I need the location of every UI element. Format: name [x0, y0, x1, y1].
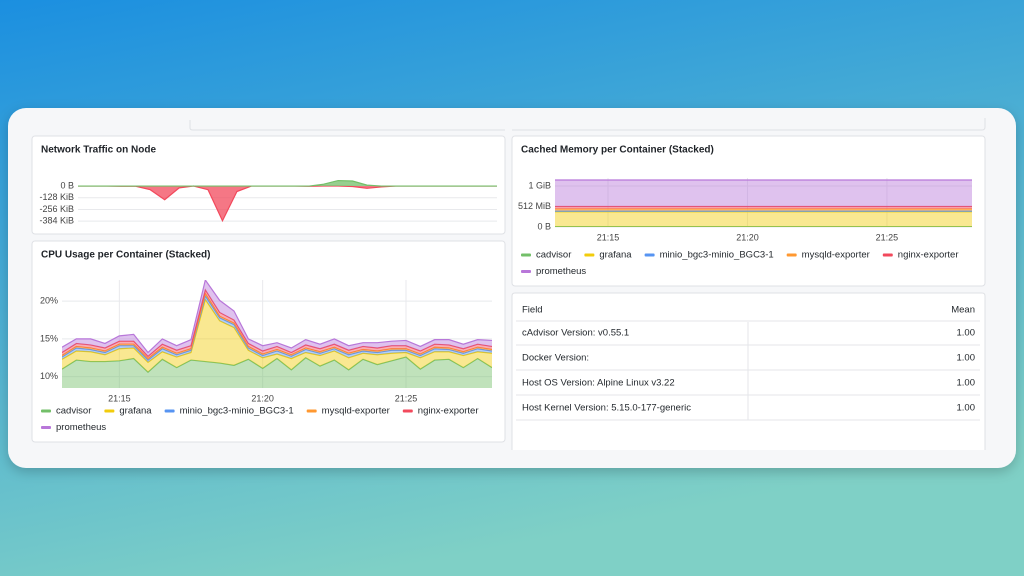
legend-swatch — [644, 253, 655, 257]
series-area — [62, 357, 492, 388]
legend-label: minio_bgc3-minio_BGC3-1 — [660, 250, 774, 261]
legend-swatch — [521, 270, 531, 273]
y-tick-label: 0 B — [537, 221, 551, 231]
x-tick-label: 21:20 — [251, 393, 274, 403]
y-tick-label: -384 KiB — [39, 216, 74, 226]
series-line — [62, 292, 492, 360]
x-tick-label: 21:25 — [876, 232, 899, 242]
table: Field Mean cAdvisor Version: v0.55.1 1.00 Do… — [516, 305, 980, 421]
y-tick-label: 20% — [40, 296, 58, 306]
series-line — [62, 356, 492, 373]
legend-swatch — [164, 409, 175, 413]
x-tick-label: 21:20 — [736, 232, 759, 242]
y-tick-label: 512 MiB — [518, 201, 551, 211]
legend-swatch — [584, 253, 595, 257]
x-tick-label: 21:15 — [597, 232, 620, 242]
series-area — [555, 206, 972, 209]
legend-label: minio_bgc3-minio_BGC3-1 — [180, 406, 294, 417]
x-tick-label: 21:15 — [108, 393, 131, 403]
cell: 1.00 — [957, 328, 976, 339]
panel-title: Network Traffic on Node — [41, 145, 156, 156]
legend-label: grafana — [119, 406, 152, 417]
y-tick-label: 15% — [40, 333, 58, 343]
cell: cAdvisor Version: v0.55.1 — [522, 328, 629, 339]
legend-label: grafana — [599, 250, 632, 261]
panel-title: CPU Usage per Container (Stacked) — [41, 250, 211, 261]
panel — [31, 240, 506, 443]
legend-swatch — [402, 409, 413, 413]
legend-label: prometheus — [536, 266, 586, 277]
column-header: Field — [522, 305, 543, 316]
series-line — [62, 294, 492, 361]
y-tick-label: 0 B — [60, 180, 74, 190]
legend-label: nginx-exporter — [418, 406, 479, 417]
y-tick-label: 10% — [40, 371, 58, 381]
legend-label: prometheus — [56, 422, 106, 433]
series-area — [555, 211, 972, 227]
y-tick-label: -256 KiB — [39, 204, 74, 214]
series-line — [62, 298, 492, 364]
legend-swatch — [306, 409, 317, 413]
series-area — [555, 180, 972, 207]
cell: 1.00 — [957, 403, 976, 414]
y-tick-label: -128 KiB — [39, 192, 74, 202]
legend-swatch — [104, 409, 115, 413]
panel-edge — [189, 118, 986, 131]
cell: 1.00 — [957, 378, 976, 389]
legend-swatch — [521, 253, 531, 257]
legend-label: nginx-exporter — [898, 250, 959, 261]
cell: Docker Version: — [522, 353, 589, 364]
legend-label: mysqld-exporter — [802, 250, 870, 261]
legend-label: cadvisor — [536, 250, 571, 261]
legend-swatch — [786, 253, 797, 257]
plot — [62, 280, 492, 388]
legend-swatch — [41, 426, 51, 429]
legend-label: cadvisor — [56, 406, 91, 417]
panel-title: Cached Memory per Container (Stacked) — [521, 145, 714, 156]
cell: 1.00 — [957, 353, 976, 364]
series-line — [62, 280, 492, 354]
legend-swatch — [882, 253, 893, 257]
column-header: Mean — [951, 305, 975, 316]
legend-swatch — [41, 409, 51, 413]
cell: Host Kernel Version: 5.15.0-177-generic — [522, 403, 691, 414]
y-tick-label: 1 GiB — [528, 180, 551, 190]
legend-label: mysqld-exporter — [322, 406, 390, 417]
series-line — [62, 288, 492, 358]
x-tick-label: 21:25 — [395, 393, 418, 403]
series-line — [78, 179, 497, 187]
cell: Host OS Version: Alpine Linux v3.22 — [522, 378, 675, 389]
plot — [555, 179, 972, 227]
plot — [78, 179, 497, 223]
